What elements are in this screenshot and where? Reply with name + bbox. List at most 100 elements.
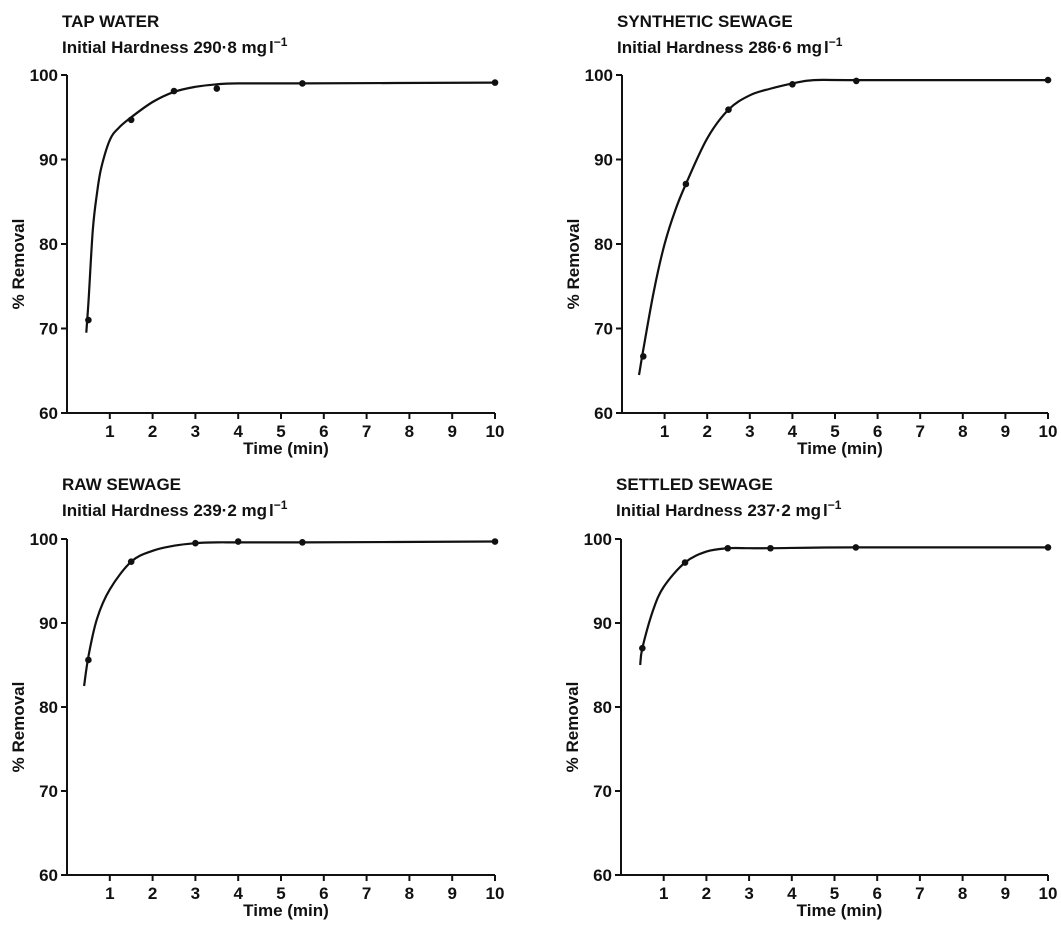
x-tick-label: 3	[744, 884, 753, 903]
data-point	[127, 116, 135, 124]
y-tick-label: 100	[30, 530, 58, 549]
y-tick-label: 70	[39, 320, 58, 339]
x-tick-label: 1	[105, 884, 114, 903]
x-tick-label: 9	[447, 422, 456, 441]
data-point	[724, 544, 732, 552]
chart-title: SYNTHETIC SEWAGE	[617, 12, 793, 31]
y-tick-label: 90	[593, 614, 612, 633]
chart-svg: SETTLED SEWAGE Initial Hardness 237·2 mg l…	[563, 475, 1057, 920]
data-point	[767, 544, 774, 552]
x-tick-label: 5	[276, 884, 285, 903]
panel-tap-water: TAP WATER Initial Hardness 290·8 mg l−1 60 7…	[0, 0, 530, 462]
fitted-curve	[639, 546, 1049, 666]
y-axis-label: % Removal	[9, 682, 28, 773]
x-tick-label: 1	[660, 422, 669, 441]
chart-svg: RAW SEWAGE Initial Hardness 239·2 mg l−1 60…	[9, 475, 504, 920]
axes	[620, 539, 1048, 876]
x-tick-label: 7	[362, 422, 371, 441]
y-tick-label: 60	[593, 866, 612, 885]
x-tick-label: 2	[702, 884, 711, 903]
y-tick-label: 90	[594, 151, 613, 170]
x-tick-label: 8	[958, 884, 967, 903]
chart-subtitle: Initial Hardness 286·6 mg l−1	[617, 35, 843, 57]
x-tick-label: 4	[787, 884, 797, 903]
x-tick-label: 8	[958, 422, 967, 441]
x-tick-label: 6	[319, 422, 328, 441]
chart-subtitle: Initial Hardness 290·8 mg l−1	[62, 35, 288, 57]
y-tick-label: 70	[594, 320, 613, 339]
data-point	[639, 644, 646, 652]
y-axis-label: % Removal	[564, 219, 583, 310]
x-axis-label: Time (min)	[797, 439, 883, 458]
data-point	[853, 77, 860, 85]
panel-settled-sewage: SETTLED SEWAGE Initial Hardness 237·2 mg l…	[530, 463, 1060, 925]
data-point	[213, 85, 221, 92]
x-tick-label: 10	[1039, 422, 1058, 441]
data-point	[192, 539, 199, 547]
x-tick-label: 4	[233, 422, 243, 441]
fitted-curve	[637, 78, 1048, 376]
data-point	[789, 80, 796, 88]
y-tick-label: 60	[594, 404, 613, 423]
y-tick-label: 90	[39, 151, 58, 170]
x-tick-label: 8	[405, 422, 414, 441]
x-tick-label: 6	[872, 884, 881, 903]
y-tick-label: 70	[39, 782, 58, 801]
x-tick-label: 7	[915, 422, 924, 441]
data-point	[85, 316, 92, 324]
x-axis-label: Time (min)	[243, 901, 329, 920]
x-tick-label: 2	[702, 422, 711, 441]
x-axis-label: Time (min)	[243, 439, 329, 458]
data-point	[299, 80, 306, 87]
x-tick-label: 4	[788, 422, 798, 441]
data-point	[170, 87, 178, 95]
axes	[66, 75, 495, 414]
y-tick-label: 80	[39, 698, 58, 717]
chart-title: RAW SEWAGE	[62, 475, 181, 494]
chart-svg: SYNTHETIC SEWAGE Initial Hardness 286·6 m…	[564, 12, 1058, 458]
x-tick-label: 9	[1001, 422, 1010, 441]
x-tick-label: 6	[319, 884, 328, 903]
x-tick-label: 6	[873, 422, 882, 441]
data-point	[852, 544, 860, 551]
data-point	[127, 558, 135, 565]
x-tick-label: 7	[915, 884, 924, 903]
data-point	[725, 106, 732, 113]
y-tick-label: 100	[585, 66, 613, 85]
chart-title: SETTLED SEWAGE	[616, 475, 773, 494]
axes	[66, 539, 495, 876]
axes	[621, 75, 1048, 414]
y-tick-label: 80	[39, 235, 58, 254]
x-tick-label: 8	[405, 884, 414, 903]
fitted-curve	[83, 540, 496, 687]
y-axis-label: % Removal	[563, 682, 582, 773]
y-tick-label: 90	[39, 614, 58, 633]
x-tick-label: 5	[276, 422, 285, 441]
y-axis-label: % Removal	[9, 219, 28, 310]
y-tick-label: 60	[39, 404, 58, 423]
data-point	[299, 539, 306, 546]
data-point	[640, 353, 647, 360]
x-tick-label: 5	[830, 884, 839, 903]
x-axis-label: Time (min)	[797, 901, 883, 920]
y-tick-label: 80	[594, 235, 613, 254]
x-tick-label: 7	[362, 884, 371, 903]
x-tick-label: 5	[830, 422, 839, 441]
data-point	[234, 538, 242, 545]
chart-title: TAP WATER	[62, 12, 159, 31]
x-tick-label: 1	[659, 884, 668, 903]
y-tick-label: 70	[593, 782, 612, 801]
x-tick-label: 1	[105, 422, 114, 441]
chart-subtitle: Initial Hardness 239·2 mg l−1	[62, 498, 288, 520]
data-point	[681, 559, 689, 566]
x-tick-label: 3	[191, 884, 200, 903]
y-tick-label: 60	[39, 866, 58, 885]
x-tick-label: 10	[486, 422, 505, 441]
y-tick-label: 80	[593, 698, 612, 717]
data-point	[1044, 544, 1052, 551]
y-tick-label: 100	[584, 530, 612, 549]
x-tick-label: 2	[148, 884, 157, 903]
x-tick-label: 3	[191, 422, 200, 441]
x-tick-label: 9	[1001, 884, 1010, 903]
x-tick-label: 2	[148, 422, 157, 441]
